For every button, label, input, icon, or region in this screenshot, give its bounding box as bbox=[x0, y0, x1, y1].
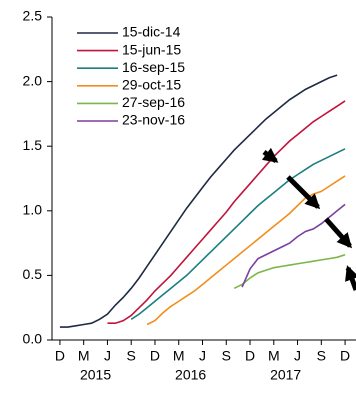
legend-label: 29-oct-15 bbox=[122, 77, 181, 93]
legend-label: 23-nov-16 bbox=[122, 112, 185, 128]
series-line bbox=[146, 175, 346, 326]
arrow bbox=[286, 175, 321, 210]
y-tick-label: 2.5 bbox=[23, 8, 43, 24]
annotation-arrows bbox=[261, 147, 356, 291]
y-tick-label: 0.5 bbox=[23, 266, 43, 282]
y-tick-label: 1.0 bbox=[23, 202, 43, 218]
x-tick-label: D bbox=[55, 348, 65, 364]
x-tick-label: M bbox=[78, 348, 90, 364]
y-tick-label: 0.0 bbox=[23, 331, 43, 347]
x-group-label: 2016 bbox=[175, 367, 206, 383]
legend-label: 15-jun-15 bbox=[122, 41, 181, 57]
series-line bbox=[241, 203, 346, 288]
series-line bbox=[107, 100, 346, 325]
x-tick-label: S bbox=[127, 348, 136, 364]
legend-label: 27-sep-16 bbox=[122, 94, 185, 110]
legend-label: 16-sep-15 bbox=[122, 59, 185, 75]
legend-label: 15-dic-14 bbox=[122, 24, 181, 40]
arrow bbox=[261, 147, 279, 163]
x-group-label: 2017 bbox=[270, 367, 301, 383]
x-tick-label: M bbox=[173, 348, 185, 364]
x-tick-label: J bbox=[104, 348, 111, 364]
y-tick-label: 2.0 bbox=[23, 72, 43, 88]
series-line bbox=[233, 253, 346, 290]
x-tick-label: S bbox=[317, 348, 326, 364]
x-tick-label: J bbox=[294, 348, 301, 364]
series-line bbox=[130, 148, 346, 320]
arrow bbox=[345, 265, 356, 291]
x-group-label: 2015 bbox=[80, 367, 111, 383]
series-line bbox=[59, 74, 338, 328]
x-tick-label: D bbox=[150, 348, 160, 364]
x-tick-label: D bbox=[245, 348, 255, 364]
arrow bbox=[324, 217, 352, 249]
x-tick-label: S bbox=[222, 348, 231, 364]
x-tick-label: M bbox=[268, 348, 280, 364]
x-tick-label: J bbox=[199, 348, 206, 364]
y-tick-label: 1.5 bbox=[23, 137, 43, 153]
x-tick-label: D bbox=[340, 348, 350, 364]
